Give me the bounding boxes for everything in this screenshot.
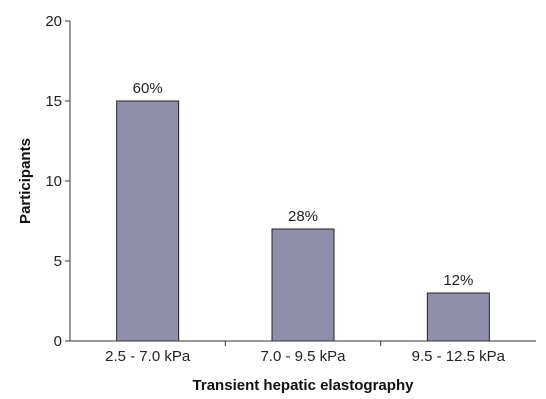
y-axis-ticks: 0 5 10 15 20 — [45, 13, 70, 350]
x-tick-label: 2.5 - 7.0 kPa — [105, 348, 191, 365]
bars: 60% 28% 12% — [116, 80, 490, 342]
bar — [426, 292, 490, 342]
x-axis-title: Transient hepatic elastography — [193, 377, 415, 394]
bar — [116, 100, 180, 342]
y-tick-label: 15 — [45, 93, 62, 110]
y-axis-title: Participants — [17, 138, 34, 224]
y-tick-label: 10 — [45, 173, 62, 190]
bar — [271, 228, 335, 342]
y-tick-label: 5 — [54, 253, 62, 270]
y-tick-label: 20 — [45, 13, 62, 30]
bar-data-label: 28% — [288, 208, 318, 225]
x-tick-label: 7.0 - 9.5 kPa — [260, 348, 346, 365]
x-axis-ticks: 2.5 - 7.0 kPa 7.0 - 9.5 kPa 9.5 - 12.5 kPa — [105, 341, 506, 365]
y-tick-label: 0 — [54, 333, 62, 350]
bar-data-label: 12% — [443, 272, 473, 289]
x-tick-label: 9.5 - 12.5 kPa — [412, 348, 506, 365]
bar-data-label: 60% — [133, 80, 163, 97]
